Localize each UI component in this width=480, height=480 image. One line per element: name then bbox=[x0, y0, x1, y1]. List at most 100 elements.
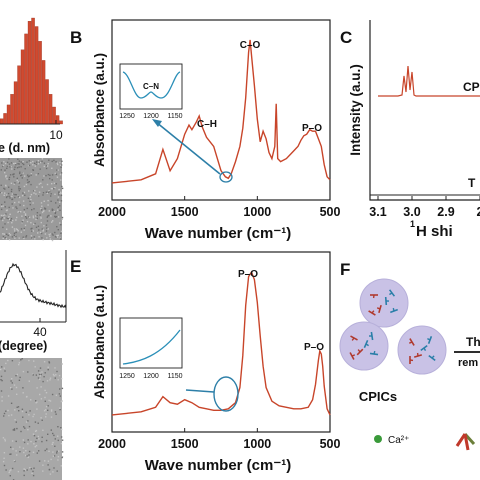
molecule-glyph bbox=[365, 343, 369, 347]
molecule-glyph bbox=[357, 349, 361, 353]
molecule-glyph bbox=[371, 310, 375, 314]
panel-letter-f: F bbox=[340, 260, 350, 279]
molecule-glyph bbox=[376, 307, 381, 310]
cpics-label: CPICs bbox=[359, 389, 397, 404]
y-axis-label-c: Intensity (a.u.) bbox=[348, 64, 363, 156]
panel-letter-e: E bbox=[70, 257, 81, 276]
x-tick-label: 2 bbox=[477, 205, 480, 219]
sem-texture bbox=[0, 358, 64, 480]
panel-d: 40 (degree) bbox=[0, 250, 67, 480]
molecule-glyph bbox=[423, 347, 427, 351]
cpic-particle-2 bbox=[339, 321, 389, 371]
molecule-glyph bbox=[427, 337, 431, 341]
hist-bar bbox=[31, 17, 35, 125]
x-tick-label: 1000 bbox=[243, 437, 271, 451]
nmr-axes bbox=[369, 20, 480, 201]
x-tick-label: 1500 bbox=[171, 205, 199, 219]
plot-frame-b bbox=[111, 19, 331, 201]
size-histogram bbox=[0, 17, 63, 125]
hist-bar bbox=[41, 60, 46, 125]
x-tick-label: 3.1 bbox=[369, 205, 386, 219]
hist-bar bbox=[48, 94, 53, 125]
hist-bar bbox=[59, 120, 63, 125]
x-ticks-b: 2000 1500 1000 500 bbox=[98, 196, 340, 219]
x-ticks-e: 2000 1500 1000 500 bbox=[98, 428, 340, 451]
inset-label-cn: C–N bbox=[143, 82, 159, 91]
x-tick-label: 2.9 bbox=[437, 205, 454, 219]
panel-c: C CP T 3.1 3.0 2.9 2 Intensity (a.u.) 1 H s… bbox=[340, 20, 480, 240]
molecule-glyph bbox=[409, 341, 413, 344]
molecule-glyph bbox=[373, 350, 376, 355]
ftir-spectrum-b bbox=[111, 39, 331, 184]
x-axis-label-e: Wave number (cm⁻¹) bbox=[145, 457, 292, 474]
molecule-glyph bbox=[392, 307, 395, 312]
highlight-circle-b bbox=[219, 171, 233, 183]
hist-bar bbox=[10, 94, 14, 125]
panel-a: 10 e (d. nm) bbox=[0, 17, 64, 242]
panel-e: E 2000 1500 1000 500 Wave number (cm⁻¹) Abs… bbox=[70, 251, 340, 474]
peak-label-po-1: P–O bbox=[238, 269, 258, 280]
highlight-circle-e bbox=[213, 376, 239, 412]
hist-tick-label: 10 bbox=[49, 128, 63, 142]
inset-curve-e bbox=[122, 329, 181, 365]
x-axis-sup-c: 1 bbox=[410, 219, 415, 229]
molecule-glyph bbox=[351, 337, 355, 341]
nmr-trace-cp bbox=[378, 65, 480, 97]
hist-bar bbox=[38, 41, 42, 125]
phosphate-molecule-icon bbox=[455, 432, 476, 451]
peak-label-co: C–O bbox=[240, 40, 261, 51]
x-tick-label: 2000 bbox=[98, 437, 126, 451]
hist-bar bbox=[17, 65, 21, 125]
x-tick-label: 3.0 bbox=[403, 205, 420, 219]
molecule-glyph bbox=[389, 292, 393, 296]
plot-frame-e bbox=[111, 251, 331, 433]
inset-arrow-e bbox=[185, 389, 215, 393]
peak-label-po-2: P–O bbox=[304, 342, 324, 353]
x-ticks-c: 3.1 3.0 2.9 2 bbox=[369, 196, 480, 219]
trace-label-t: T bbox=[468, 176, 476, 190]
x-tick-label: 1500 bbox=[171, 437, 199, 451]
inset-tick-b-3: 1150 bbox=[167, 113, 182, 120]
molecule-glyph bbox=[351, 354, 356, 357]
x-tick-label: 500 bbox=[320, 205, 341, 219]
cpic-particle-1 bbox=[359, 278, 409, 328]
inset-curve-b bbox=[122, 71, 181, 99]
inset-arrow-b bbox=[155, 121, 221, 175]
molecule-glyphs bbox=[349, 289, 436, 364]
x-tick-label: 2000 bbox=[98, 205, 126, 219]
ftir-spectrum-e bbox=[111, 270, 331, 416]
legend-ca-label: Ca²⁺ bbox=[388, 435, 409, 446]
x-tick-label: 1000 bbox=[243, 205, 271, 219]
panel-letter-c: C bbox=[340, 28, 352, 47]
hist-bar bbox=[3, 113, 7, 125]
panel-b: B 2000 1500 1000 500 Wave number (cm⁻¹) Abs… bbox=[70, 19, 340, 242]
hist-bar bbox=[0, 118, 4, 125]
x-tick-label: 500 bbox=[320, 437, 341, 451]
xrd-xlabel: (degree) bbox=[0, 339, 47, 353]
hist-bar bbox=[20, 49, 25, 125]
hist-bar bbox=[27, 21, 32, 125]
calcium-ion-icon bbox=[374, 435, 382, 443]
hist-bar bbox=[34, 26, 39, 125]
inset-tick-b-2: 1200 bbox=[143, 113, 159, 120]
arrow-label-top: Th bbox=[466, 335, 480, 349]
hist-bar bbox=[45, 79, 49, 125]
panel-letter-b: B bbox=[70, 28, 82, 47]
trace-label-cp: CP bbox=[463, 80, 480, 94]
arrow-label-bottom: rem bbox=[458, 357, 478, 369]
y-axis-label-e: Absorbance (a.u.) bbox=[92, 285, 107, 399]
peak-label-po: P–O bbox=[302, 123, 322, 134]
hist-bar bbox=[24, 33, 28, 125]
x-axis-label-c: H shi bbox=[416, 223, 453, 240]
x-axis-label-b: Wave number (cm⁻¹) bbox=[145, 225, 292, 242]
sem-micrograph bbox=[0, 358, 62, 480]
inset-tick-e-2: 1200 bbox=[143, 373, 159, 380]
inset-tick-e-1: 1250 bbox=[119, 373, 135, 380]
molecule-glyph bbox=[431, 355, 435, 359]
hist-bar bbox=[6, 104, 11, 125]
peak-label-ch: C–H bbox=[197, 119, 217, 130]
inset-tick-b-1: 1250 bbox=[119, 113, 135, 120]
xrd-tick-label: 40 bbox=[33, 325, 47, 339]
hist-bar bbox=[52, 106, 56, 125]
